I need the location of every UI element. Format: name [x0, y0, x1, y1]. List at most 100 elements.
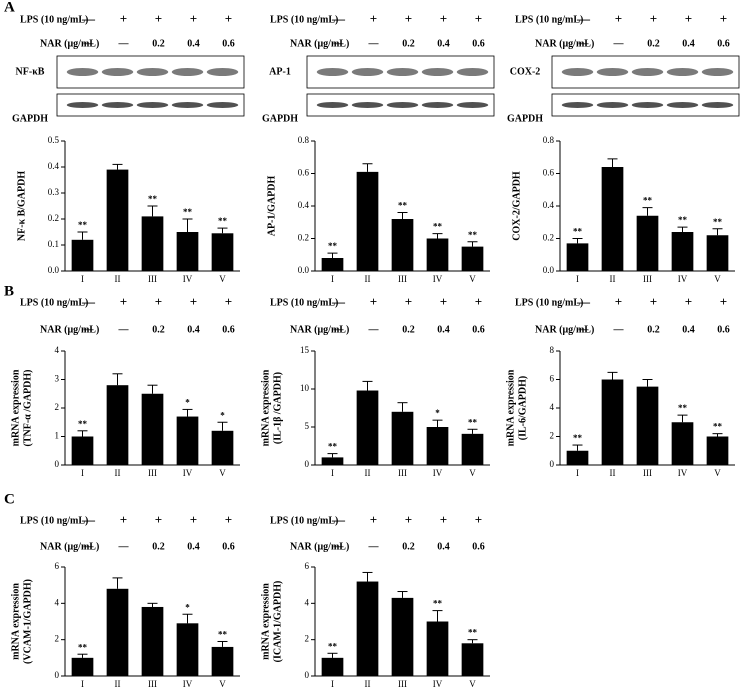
y-tick-label: 0.0: [298, 265, 310, 275]
treatment-symbol: +: [475, 294, 482, 309]
treatment-dose: 0.2: [152, 541, 165, 552]
treatment-dose: 0.4: [437, 38, 450, 49]
significance: **: [328, 241, 338, 251]
treatment-dose: —: [368, 541, 380, 552]
treatment-dose: 0.2: [402, 38, 415, 49]
x-tick-label: IV: [433, 679, 443, 689]
treatment-dose: —: [118, 541, 130, 552]
treatment-symbol: +: [720, 294, 727, 309]
treatment-dose: 0.4: [187, 541, 200, 552]
bar: [141, 393, 164, 465]
significance: **: [328, 442, 338, 452]
x-tick-label: III: [148, 274, 157, 284]
treatment-dose: 0.4: [437, 324, 450, 335]
x-tick-label: V: [469, 679, 476, 689]
x-tick-label: III: [643, 468, 652, 478]
y-axis-title: NF-κ B/GAPDH: [16, 171, 27, 241]
treatment-dose: 0.4: [437, 541, 450, 552]
y-tick-label: 4: [55, 345, 60, 355]
bar: [211, 430, 234, 465]
significance: **: [328, 641, 338, 651]
x-tick-label: II: [365, 468, 371, 478]
bar: [321, 657, 344, 676]
significance: *: [220, 410, 225, 420]
significance: **: [218, 216, 228, 226]
y-tick-label: 0.2: [298, 233, 309, 243]
treatment-dose: —: [578, 38, 590, 49]
significance: *: [185, 602, 190, 612]
treatment-dose: 0.6: [472, 541, 485, 552]
bar: [461, 433, 484, 465]
treatment-dose: 0.2: [402, 541, 415, 552]
y-tick-label: 0.8: [543, 135, 555, 145]
treatment-dose: —: [83, 324, 95, 335]
bar: [141, 606, 164, 676]
bar: [176, 232, 199, 271]
y-axis-title: (IL-6/GAPDH): [517, 376, 528, 440]
y-tick-label: 0.4: [48, 161, 60, 171]
significance: **: [713, 422, 723, 432]
blot-band: [701, 102, 734, 108]
y-axis-title: (VCAM-1/GAPDH): [22, 579, 33, 664]
blot-band: [316, 68, 349, 76]
treatment-symbol: —: [331, 11, 346, 26]
treatment-symbol: +: [615, 11, 622, 26]
treatment-label: NAR (μg/mL): [535, 324, 594, 335]
x-tick-label: V: [714, 274, 721, 284]
treatment-symbol: +: [650, 11, 657, 26]
treatment-dose: —: [83, 38, 95, 49]
x-tick-label: V: [469, 468, 476, 478]
bar: [461, 643, 484, 676]
blot-label: NF-κB: [16, 66, 45, 77]
x-tick-label: III: [398, 274, 407, 284]
x-tick-label: II: [115, 679, 121, 689]
bar: [636, 386, 659, 465]
bar: [71, 239, 94, 271]
bar: [106, 385, 129, 465]
bar: [211, 233, 234, 271]
treatment-symbol: +: [155, 294, 162, 309]
significance: **: [468, 417, 478, 427]
x-tick-label: V: [219, 274, 226, 284]
bar: [356, 171, 379, 271]
blot-band: [136, 68, 169, 76]
x-tick-label: IV: [183, 679, 193, 689]
x-tick-label: IV: [678, 274, 688, 284]
y-tick-label: 0.0: [543, 265, 555, 275]
blot-band: [171, 102, 204, 108]
y-tick-label: 0.4: [543, 200, 555, 210]
bar: [671, 232, 694, 271]
treatment-label: NAR (μg/mL): [535, 38, 594, 49]
significance: **: [468, 230, 478, 240]
treatment-dose: —: [368, 38, 380, 49]
y-tick-label: 10: [300, 383, 310, 393]
x-tick-label: II: [610, 274, 616, 284]
treatment-symbol: +: [370, 11, 377, 26]
treatment-dose: 0.6: [717, 324, 730, 335]
treatment-symbol: +: [120, 11, 127, 26]
x-tick-label: IV: [678, 468, 688, 478]
y-tick-label: 0: [550, 459, 555, 469]
y-tick-label: 0: [305, 670, 310, 680]
treatment-dose: 0.4: [187, 38, 200, 49]
significance: **: [78, 419, 88, 429]
treatment-symbol: —: [331, 512, 346, 527]
y-axis-title: AP-1/GAPDH: [266, 176, 277, 237]
treatment-label: NAR (μg/mL): [290, 541, 349, 552]
treatment-label: NAR (μg/mL): [40, 38, 99, 49]
treatment-symbol: —: [331, 294, 346, 309]
significance: **: [573, 433, 583, 443]
treatment-symbol: +: [405, 512, 412, 527]
treatment-symbol: +: [685, 294, 692, 309]
treatment-symbol: +: [615, 294, 622, 309]
treatment-dose: —: [578, 324, 590, 335]
blot-label: COX-2: [510, 66, 541, 77]
y-axis-title: mRNA expression: [10, 369, 21, 446]
treatment-dose: —: [613, 324, 625, 335]
y-tick-label: 0.4: [298, 200, 310, 210]
y-tick-label: 8: [550, 345, 555, 355]
treatment-symbol: +: [370, 294, 377, 309]
y-tick-label: 0: [305, 459, 310, 469]
bar: [321, 258, 344, 271]
y-tick-label: 0.2: [48, 213, 59, 223]
